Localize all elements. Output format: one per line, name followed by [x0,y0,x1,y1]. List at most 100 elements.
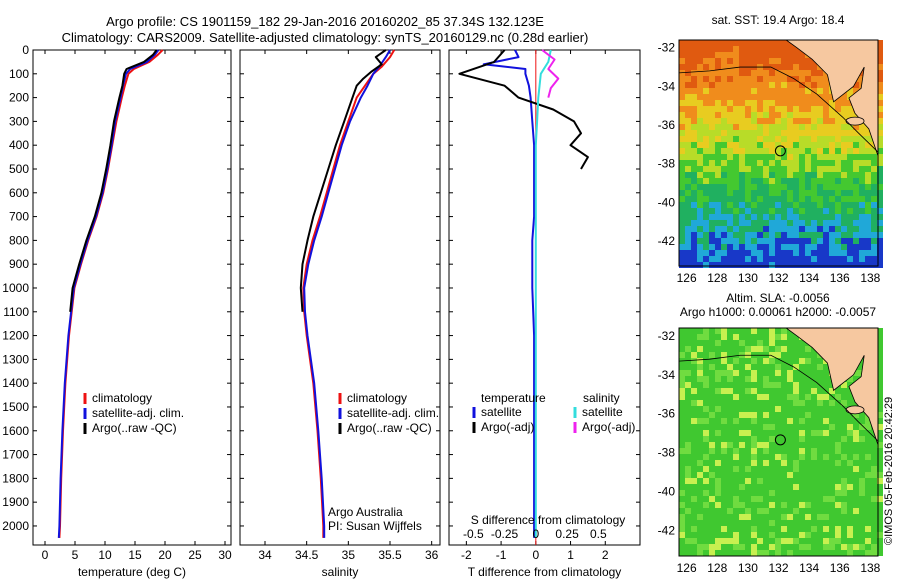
sla-map-cell [775,538,781,544]
sst-map-cell [769,244,775,250]
sla-map-cell [877,328,883,334]
sla-map-cell [829,496,835,502]
sla-map-cell [715,376,721,382]
sla-map-cell [871,538,877,544]
sst-map-cell [691,64,697,70]
sla-map-cell [745,340,751,346]
sla-map-cell [715,364,721,370]
sla-map-cell [817,442,823,448]
sst-map-cell [817,124,823,130]
sst-map-cell [817,184,823,190]
sst-map-cell [805,226,811,232]
sla-map-cell [679,448,685,454]
sst-map-cell [685,70,691,76]
sla-map-cell [805,490,811,496]
sst-map-cell [769,172,775,178]
sla-map-cell [685,448,691,454]
sst-map-cell [691,52,697,58]
sla-map-cell [793,466,799,472]
sst-map-cell [829,136,835,142]
sla-map-cell [805,526,811,532]
sla-map-cell [847,496,853,502]
sla-map-cell [727,376,733,382]
sst-map-cell [739,82,745,88]
sla-map-cell [841,466,847,472]
sla-map-cell [877,550,883,556]
sla-map-cell [841,526,847,532]
sst-map-cell [865,142,871,148]
sla-map-cell [811,460,817,466]
sla-map-cell [763,382,769,388]
sst-map-cell [841,190,847,196]
sst-map-cell [829,256,835,262]
sst-map-cell [721,190,727,196]
sla-map-cell [769,520,775,526]
sla-map-cell [793,334,799,340]
sst-map-cell [685,76,691,82]
sst-map-cell [799,64,805,70]
sst-map-cell [823,226,829,232]
sst-map-cell [769,178,775,184]
sst-map-cell [697,94,703,100]
sla-map-cell [697,484,703,490]
sla-map-cell [727,424,733,430]
sla-map-cell [847,430,853,436]
sst-map-cell [835,166,841,172]
sla-map-cell [679,376,685,382]
sst-map-cell [733,142,739,148]
sla-map-cell [877,544,883,550]
sla-map-cell [781,364,787,370]
sla-map-cell [709,352,715,358]
sst-map-cell [751,124,757,130]
sst-map-cell [799,190,805,196]
sst-map-cell [829,148,835,154]
annotation-line1: Argo Australia [328,505,403,519]
sla-map-cell [823,526,829,532]
sla-map-cell [871,496,877,502]
sst-map-cell [757,100,763,106]
sst-map-cell [769,196,775,202]
sst-map-cell [697,244,703,250]
sst-map-cell [817,214,823,220]
sla-map-cell [781,460,787,466]
sst-map-cell [775,238,781,244]
sst-map-cell [859,208,865,214]
sla-map-cell [859,550,865,556]
sst-map-cell [727,94,733,100]
salinity-series-line [299,49,387,312]
sst-map-cell [703,238,709,244]
sla-map-cell [733,358,739,364]
sla-map-cell [853,538,859,544]
sst-map-cell [781,232,787,238]
sst-map-cell [811,76,817,82]
sla-map-cell [769,508,775,514]
sst-map-cell [835,148,841,154]
sla-map-cell [703,376,709,382]
sla-map-cell [691,520,697,526]
sla-map-cell [763,394,769,400]
sla-lon-tick-label: 126 [677,561,697,575]
sst-map-cell [835,202,841,208]
sst-map-cell [679,160,685,166]
sla-map-cell [751,508,757,514]
sla-map-cell [787,538,793,544]
sst-map-cell [805,214,811,220]
sst-map-cell [721,220,727,226]
sst-map-cell [769,130,775,136]
sst-map-cell [733,58,739,64]
sst-map [678,39,883,268]
sla-map-cell [847,514,853,520]
sla-map-cell [841,520,847,526]
sst-map-cell [751,154,757,160]
temperature-legend-label: satellite-adj. clim. [92,406,184,420]
sla-map-cell [775,442,781,448]
sst-map-cell [679,142,685,148]
sst-map-cell [715,136,721,142]
sla-map-cell [799,508,805,514]
sla-map-cell [709,442,715,448]
sst-map-cell [853,202,859,208]
chart-title-line1: Argo profile: CS 1901159_182 29-Jan-2016… [106,14,544,29]
sla-map-cell [865,502,871,508]
sla-map-cell [703,514,709,520]
sla-map-cell [679,352,685,358]
